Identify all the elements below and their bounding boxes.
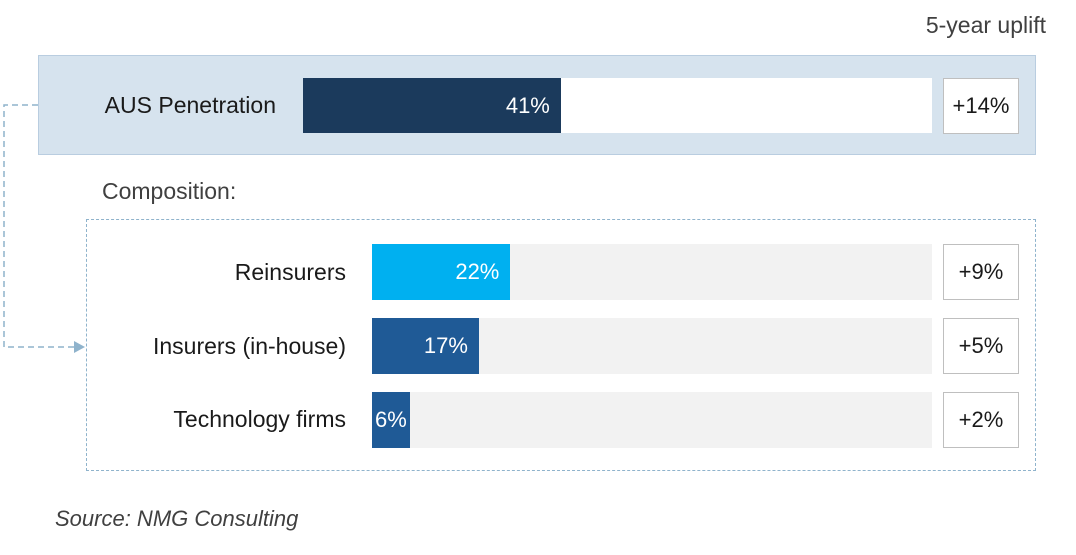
insurers-in-house-track: 17%	[372, 318, 932, 374]
insurers-in-house-uplift-box: +5%	[943, 318, 1019, 374]
uplift-column-heading: 5-year uplift	[925, 12, 1046, 38]
technology-firms-uplift: +2%	[958, 407, 1004, 432]
composition-title: Composition:	[102, 178, 237, 204]
technology-firms-value-label: 6%	[374, 407, 407, 432]
aus-penetration-uplift: +14%	[952, 93, 1010, 118]
aus-penetration-track: 41%	[303, 78, 932, 133]
insurers-in-house-value-label: 17%	[423, 333, 468, 358]
aus-penetration-bar: 41%	[303, 78, 561, 133]
aus-penetration-uplift-box: +14%	[943, 78, 1019, 134]
aus-penetration-value-label: 41%	[505, 92, 550, 118]
reinsurers-track: 22%	[372, 244, 932, 300]
insurers-in-house-bar: 17%	[372, 318, 479, 374]
insurers-in-house-label: Insurers (in-house)	[152, 333, 346, 359]
reinsurers-bar: 22%	[372, 244, 511, 300]
insurers-in-house-uplift: +5%	[958, 333, 1004, 358]
technology-firms-label: Technology firms	[173, 406, 346, 432]
reinsurers-uplift: +9%	[958, 259, 1004, 284]
technology-firms-track: 6%	[372, 392, 932, 448]
technology-firms-bar: 6%	[372, 392, 410, 448]
source-note: Source: NMG Consulting	[55, 506, 299, 531]
reinsurers-uplift-box: +9%	[943, 244, 1019, 300]
reinsurers-label: Reinsurers	[234, 259, 346, 285]
aus-penetration-label: AUS Penetration	[104, 92, 276, 118]
composition-frame	[86, 219, 1036, 471]
reinsurers-value-label: 22%	[455, 259, 500, 284]
technology-firms-uplift-box: +2%	[943, 392, 1019, 448]
